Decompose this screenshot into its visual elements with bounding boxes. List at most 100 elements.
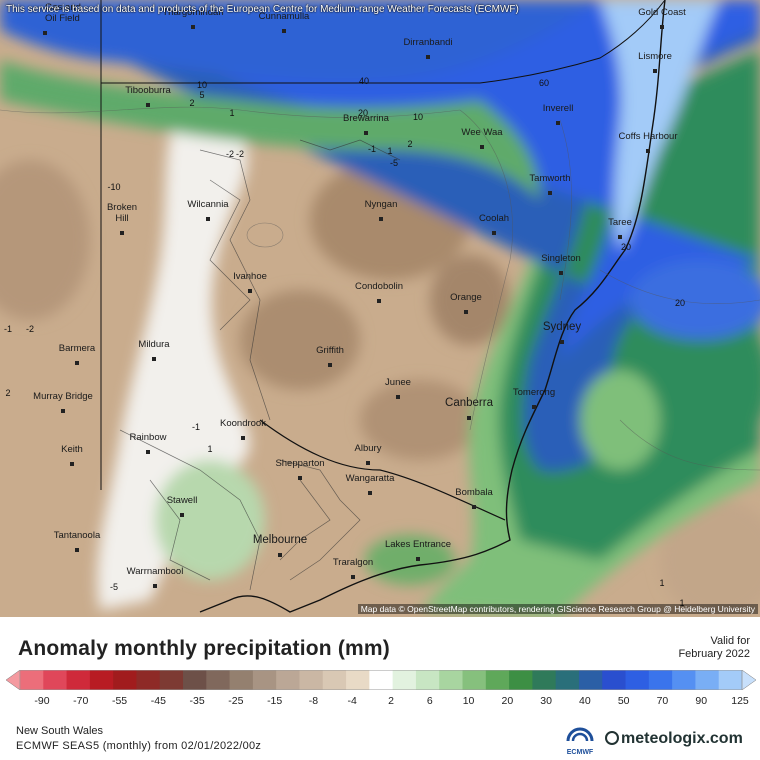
city-lakes-entrance: Lakes Entrance (385, 539, 451, 561)
ecmwf-logo-icon: ECMWF (566, 727, 594, 756)
city-label: Broken (107, 202, 137, 213)
contour-label: -1 (192, 422, 200, 432)
city-label: Coffs Harbour (619, 131, 678, 142)
legend-arrow-high (741, 670, 756, 690)
city-tibooburra: Tibooburra (125, 85, 172, 107)
city-label: Nyngan (365, 199, 398, 210)
city-warrnambool: Warrnambool (127, 566, 183, 588)
legend-tick-label: -25 (228, 695, 244, 707)
meteologix-brand[interactable]: meteologix.com (605, 730, 743, 748)
city-label: Bombala (455, 487, 493, 498)
city-marker (472, 505, 476, 509)
legend-swatch (648, 670, 673, 690)
city-taree: Taree (608, 217, 632, 239)
city-marker (426, 55, 430, 59)
legend-arrow-low (6, 670, 21, 690)
city-rainbow: Rainbow (130, 432, 167, 454)
legend-swatch (229, 670, 254, 690)
city-label: Wee Waa (461, 127, 503, 138)
city-label: Coolah (479, 213, 509, 224)
color-scale-ticks: -90 -70 -55 -45 -35 -25 -15 -8 -4 2 6 10 20 30 40 50 70 9… (0, 695, 760, 709)
city-marker (492, 231, 496, 235)
city-label: Lismore (638, 51, 672, 62)
city-label: Orange (450, 292, 482, 303)
city-marker (70, 462, 74, 466)
legend-swatch (322, 670, 347, 690)
city-marker (75, 361, 79, 365)
city-marker (364, 131, 368, 135)
city-label: Singleton (541, 253, 581, 264)
city-label: Barmera (59, 343, 96, 354)
legend-tick-label: 40 (579, 695, 591, 707)
city-junee: Junee (385, 377, 411, 399)
city-marker (618, 235, 622, 239)
city-shepparton: Shepparton (275, 458, 325, 480)
ecmwf-logo-text: ECMWF (567, 749, 594, 756)
city-label: Gas and (45, 2, 81, 13)
legend-swatch (136, 670, 161, 690)
city-wee-waa: Wee Waa (461, 127, 503, 149)
city-marker (532, 405, 536, 409)
legend-swatch (299, 670, 324, 690)
legend-tick-label: -4 (347, 695, 357, 707)
legend-swatch (625, 670, 650, 690)
city-marker (61, 409, 65, 413)
legend-swatch (672, 670, 696, 690)
city-label: Brewarrina (343, 113, 390, 124)
city-label: Melbourne (253, 534, 307, 546)
legend-swatch (206, 670, 231, 690)
city-label: Dirranbandi (403, 37, 452, 48)
city-mildura: Mildura (138, 339, 170, 361)
legend-border (19, 670, 743, 690)
legend-swatch (509, 670, 533, 690)
contour-label: 1 (659, 578, 664, 588)
ecmwf-notice: This service is based on data and produc… (6, 4, 519, 15)
city-condobolin: Condobolin (355, 281, 403, 303)
city-traralgon: Traralgon (333, 557, 373, 579)
legend-swatch (578, 670, 603, 690)
legend-swatch (66, 670, 91, 690)
city-marker (206, 217, 210, 221)
city-label: Rainbow (130, 432, 167, 443)
legend-tick-label: -55 (111, 695, 128, 707)
city-marker (180, 513, 184, 517)
city-marker (464, 310, 468, 314)
contour-label: 1 (229, 108, 234, 118)
city-label: Murray Bridge (33, 391, 93, 402)
valid-label: Valid for (710, 635, 750, 647)
city-label: Shepparton (275, 458, 324, 469)
city-marker (548, 191, 552, 195)
city-marker (366, 461, 370, 465)
city-nyngan: Nyngan (365, 199, 398, 221)
city-marker (146, 103, 150, 107)
precipitation-anomaly-map[interactable]: 10 5 2 40 60 20 10 1 2 -1 -5 -2 -10 -1 1 20 20 1 -1 -2 2 1 -2-… (0, 0, 760, 617)
contour-label: 5 (199, 90, 204, 100)
legend-tick-label: 10 (462, 695, 475, 707)
contour-label: 1 (679, 598, 684, 608)
contour-lines (0, 106, 760, 471)
meteologix-globe-icon (605, 731, 619, 745)
valid-date: February 2022 (678, 648, 750, 660)
city-stawell: Stawell (167, 495, 198, 517)
city-thargomindah: Thargomindah (162, 7, 224, 29)
boundaries (100, 0, 666, 613)
contour-label: 2 (189, 98, 194, 108)
legend-tick-label: 125 (731, 695, 749, 707)
city-marker (248, 289, 252, 293)
legend-tick-label: -70 (73, 695, 89, 707)
city-marker (120, 231, 124, 235)
city-melbourne: Melbourne (253, 534, 307, 557)
city-orange: Orange (450, 292, 482, 314)
city-label: Traralgon (333, 557, 373, 568)
city-label: Stawell (167, 495, 198, 506)
legend-swatch (20, 670, 44, 690)
legend-swatch (695, 670, 720, 690)
city-ivanhoe: Ivanhoe (233, 271, 267, 293)
legend-swatch (718, 670, 743, 690)
contour-label: 60 (539, 78, 549, 88)
city-wangaratta: Wangaratta (346, 473, 395, 495)
legend-tick-label: -45 (150, 695, 166, 707)
legend-swatch (276, 670, 300, 690)
